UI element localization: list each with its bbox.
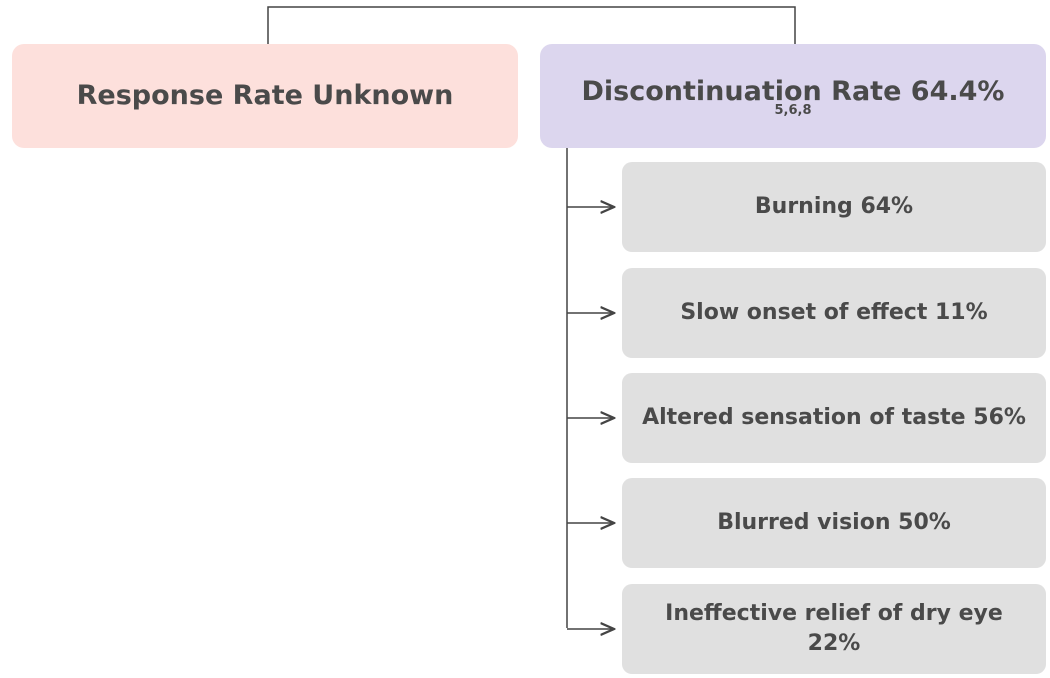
item-box: Altered sensation of taste 56%	[622, 373, 1046, 463]
response-rate-box: Response Rate Unknown	[12, 44, 518, 148]
references: 5,6,8	[774, 103, 812, 118]
discontinuation-box: Discontinuation Rate 64.4% 5,6,8	[540, 44, 1046, 148]
item-box: Blurred vision 50%	[622, 478, 1046, 568]
response-rate-title: Response Rate Unknown	[76, 80, 454, 111]
item-box: Ineffective relief of dry eye 22%	[622, 584, 1046, 674]
top-connector	[267, 6, 796, 44]
item-label: Altered sensation of taste 56%	[642, 405, 1026, 430]
discontinuation-title: Discontinuation Rate 64.4%	[581, 76, 1005, 107]
item-box: Burning 64%	[622, 162, 1046, 252]
item-label: Blurred vision 50%	[717, 510, 951, 535]
item-box: Slow onset of effect 11%	[622, 268, 1046, 358]
item-label: Burning 64%	[754, 194, 914, 219]
item-label: Ineffective relief of dry eye 22%	[665, 601, 1003, 656]
item-label: Slow onset of effect 11%	[680, 300, 988, 325]
